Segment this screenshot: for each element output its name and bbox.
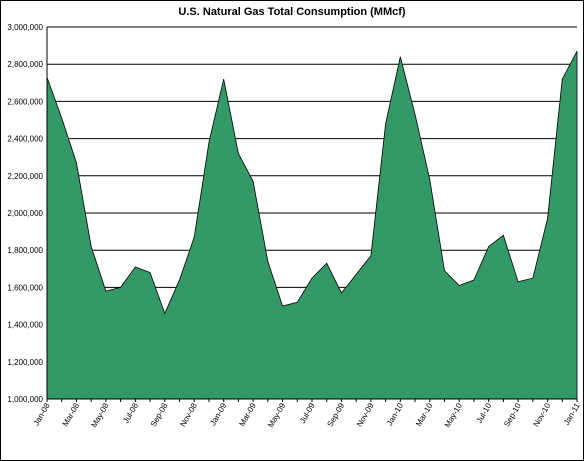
y-tick-label: 1,800,000	[7, 246, 43, 255]
y-tick-label: 1,600,000	[7, 283, 43, 292]
y-tick-label: 1,400,000	[7, 321, 43, 330]
x-tick-label: Nov-10	[532, 401, 553, 428]
x-tick-label: Jul-08	[121, 401, 140, 425]
x-tick-label: Jul-09	[298, 401, 317, 425]
x-tick-label: Jan-10	[385, 401, 405, 427]
x-tick-label: Sep-10	[502, 401, 523, 428]
y-tick-label: 2,200,000	[7, 172, 43, 181]
y-tick-label: 1,200,000	[7, 358, 43, 367]
x-tick-label: Jan-08	[32, 401, 52, 427]
y-tick-label: 1,000,000	[7, 395, 43, 404]
x-tick-label: Sep-09	[325, 401, 346, 428]
x-tick-label: May-10	[443, 401, 464, 429]
x-tick-label: Jul-10	[475, 401, 494, 425]
x-tick-label: Jan-11	[562, 401, 582, 427]
x-tick-label: Jan-09	[208, 401, 228, 427]
y-tick-label: 2,000,000	[7, 209, 43, 218]
x-tick-label: May-08	[89, 401, 110, 429]
area-series-fill	[46, 50, 578, 400]
y-tick-label: 2,800,000	[7, 60, 43, 69]
y-axis-tick-labels: 1,000,000 1,200,000 1,400,000 1,600,000 1,80…	[7, 23, 43, 404]
area-series	[46, 50, 578, 400]
x-tick-label: Mar-09	[237, 401, 258, 428]
axes	[46, 27, 578, 402]
x-tick-label: Mar-08	[61, 401, 82, 428]
y-tick-label: 2,400,000	[7, 135, 43, 144]
y-tick-label: 3,000,000	[7, 23, 43, 32]
chart-title: U.S. Natural Gas Total Consumption (MMcf…	[178, 6, 406, 18]
x-axis-tick-labels: Jan-08 Mar-08 May-08 Jul-08 Sep-08 Nov-08 Jan-…	[32, 401, 582, 429]
x-tick-label: Nov-08	[178, 401, 199, 428]
x-tick-label: Sep-08	[149, 401, 170, 428]
x-tick-label: Nov-09	[355, 401, 376, 428]
x-tick-label: Mar-10	[414, 401, 435, 428]
y-tick-label: 2,600,000	[7, 97, 43, 106]
x-tick-label: May-09	[266, 401, 287, 429]
